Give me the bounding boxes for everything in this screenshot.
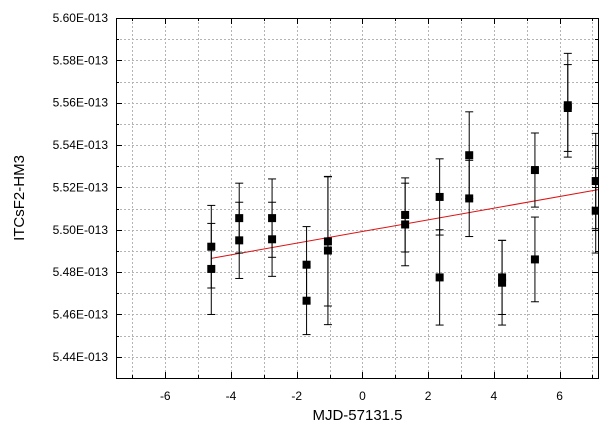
square-marker [207, 264, 216, 273]
y-tick-labels: 5.44E-013 5.46E-013 5.48E-013 5.50E-013 5.52… [53, 11, 109, 364]
data-point [435, 158, 444, 236]
x-tick-label: -2 [291, 389, 302, 403]
x-tick-label: 2 [425, 389, 432, 403]
data-point [323, 175, 332, 326]
square-marker [435, 273, 444, 282]
square-marker [465, 194, 474, 203]
square-marker [563, 104, 572, 112]
data-points-layer [207, 52, 599, 336]
square-marker [323, 246, 332, 255]
data-point [235, 201, 244, 279]
y-axis-title: ITCsF2-HM3 [11, 155, 28, 241]
square-marker [498, 278, 507, 287]
y-tick-label: 5.46E-013 [53, 307, 109, 321]
square-marker [435, 192, 444, 201]
data-point [498, 239, 507, 326]
data-point [435, 229, 444, 326]
y-tick-label: 5.48E-013 [53, 265, 109, 279]
y-tick-label: 5.60E-013 [53, 11, 109, 25]
axis-ticks [116, 18, 598, 379]
x-tick-label: 0 [359, 389, 366, 403]
x-tick-label: -6 [160, 389, 171, 403]
x-axis-title: MJD-57131.5 [312, 407, 402, 424]
square-marker [401, 220, 410, 229]
data-point [530, 216, 539, 303]
square-marker [530, 166, 539, 175]
data-point [207, 222, 216, 315]
data-point [302, 266, 311, 336]
data-point [465, 159, 474, 238]
square-marker [302, 296, 311, 305]
y-tick-label: 5.58E-013 [53, 53, 109, 67]
x-tick-label: 4 [491, 389, 498, 403]
x-tick-label: -4 [226, 389, 237, 403]
y-tick-label: 5.50E-013 [53, 223, 109, 237]
data-point [268, 201, 277, 277]
y-tick-label: 5.44E-013 [53, 350, 109, 364]
square-marker [591, 206, 599, 215]
y-tick-label: 5.54E-013 [53, 138, 109, 152]
square-marker [530, 255, 539, 264]
x-tick-label: 6 [556, 389, 563, 403]
square-marker [268, 235, 277, 244]
y-tick-label: 5.52E-013 [53, 180, 109, 194]
square-marker [302, 260, 311, 269]
x-tick-labels: -6 -4 -2 0 2 4 6 [160, 389, 563, 403]
y-tick-label: 5.56E-013 [53, 96, 109, 110]
grid-lines [116, 18, 599, 379]
data-point [401, 182, 410, 267]
data-point [530, 132, 539, 208]
square-marker [465, 151, 474, 160]
plot-frame [116, 18, 599, 379]
data-point [563, 64, 572, 152]
square-marker [235, 236, 244, 245]
